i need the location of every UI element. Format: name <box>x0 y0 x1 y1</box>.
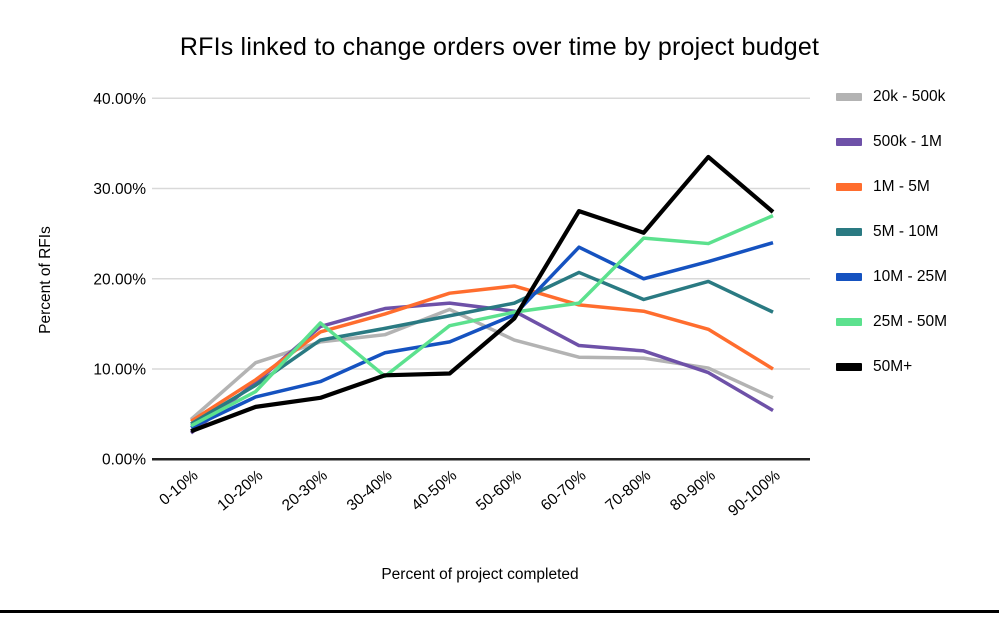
x-tick-label: 10-20% <box>214 467 266 515</box>
legend-item: 1M - 5M <box>836 175 947 199</box>
series-line-50m- <box>190 154 775 434</box>
legend-item: 500k - 1M <box>836 130 947 154</box>
legend-item: 5M - 10M <box>836 220 947 244</box>
legend-swatch <box>836 318 862 326</box>
legend-item: 25M - 50M <box>836 310 947 334</box>
y-tick-label: 20.00% <box>93 271 146 288</box>
x-tick-label: 70-80% <box>602 467 654 515</box>
x-tick-label: 80-90% <box>667 467 719 515</box>
x-tick-label: 30-40% <box>344 467 396 515</box>
legend-label: 25M - 50M <box>873 313 948 330</box>
legend-label: 50M+ <box>873 358 913 375</box>
bottom-divider <box>0 610 999 613</box>
legend-swatch <box>836 363 862 371</box>
x-tick-label: 50-60% <box>473 467 525 515</box>
legend: 20k - 500k 500k - 1M 1M - 5M 5M - 10M 10M - … <box>836 85 947 400</box>
series-line-5m-10m <box>190 270 774 426</box>
legend-label: 500k - 1M <box>873 133 942 150</box>
legend-item: 20k - 500k <box>836 85 947 109</box>
series-line-10m-25m <box>190 240 774 430</box>
legend-swatch <box>836 138 862 146</box>
y-tick-label: 30.00% <box>93 181 146 198</box>
y-tick-label: 40.00% <box>93 91 146 108</box>
y-tick-label: 0.00% <box>102 452 146 469</box>
legend-item: 10M - 25M <box>836 265 947 289</box>
legend-label: 5M - 10M <box>873 223 939 240</box>
legend-swatch <box>836 228 862 236</box>
x-axis-title: Percent of project completed <box>381 566 579 583</box>
x-tick-label: 0-10% <box>156 467 201 509</box>
legend-swatch <box>836 93 862 101</box>
series-line-25m-50m <box>190 213 774 428</box>
legend-swatch <box>836 183 862 191</box>
x-tick-label: 20-30% <box>279 467 331 515</box>
chart-title: RFIs linked to change orders over time b… <box>179 33 820 61</box>
legend-label: 20k - 500k <box>873 88 946 105</box>
y-tick-label: 10.00% <box>93 361 146 378</box>
legend-label: 1M - 5M <box>873 178 930 195</box>
x-tick-label: 90-100% <box>725 467 784 520</box>
legend-label: 10M - 25M <box>873 268 948 285</box>
legend-swatch <box>836 273 862 281</box>
x-tick-label: 60-70% <box>538 467 590 515</box>
x-tick-label: 40-50% <box>408 467 460 515</box>
legend-item: 50M+ <box>836 355 947 379</box>
